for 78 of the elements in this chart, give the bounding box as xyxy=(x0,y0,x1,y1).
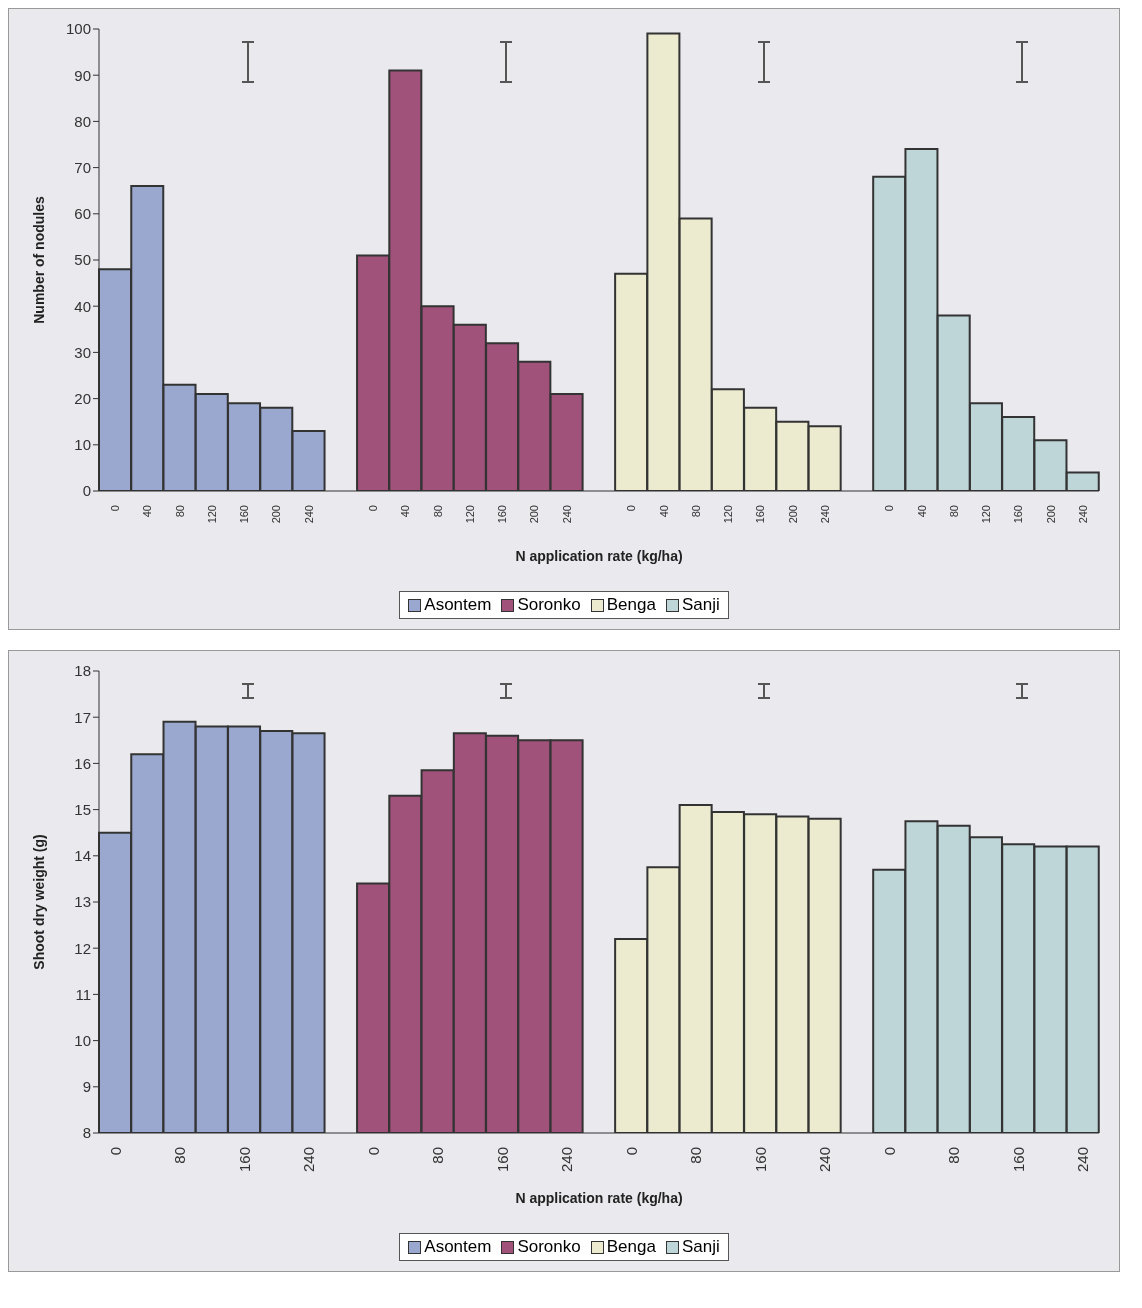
x-axis-title: N application rate (kg/ha) xyxy=(515,1190,683,1206)
y-tick-label: 11 xyxy=(75,985,91,1003)
x-tick-label: 80 xyxy=(689,505,702,518)
x-tick-label: 240 xyxy=(302,505,315,524)
x-tick-label: 40 xyxy=(657,505,670,518)
y-tick-label: 15 xyxy=(74,800,91,818)
legend-label: Asontem xyxy=(423,595,492,615)
x-tick-label: 240 xyxy=(816,1147,834,1173)
x-axis-title: N application rate (kg/ha) xyxy=(515,548,683,564)
y-tick-label: 17 xyxy=(74,708,91,726)
legend-label: Asontem xyxy=(423,1237,492,1257)
y-tick-label: 12 xyxy=(74,939,91,957)
x-tick-label: 240 xyxy=(1074,1147,1092,1173)
legend-label: Soronko xyxy=(516,595,581,615)
y-tick-label: 16 xyxy=(74,754,91,772)
x-tick-label: 240 xyxy=(1076,505,1089,524)
x-tick-label: 200 xyxy=(786,505,799,524)
x-tick-label: 0 xyxy=(880,1147,898,1156)
x-tick-label: 160 xyxy=(493,1147,511,1173)
x-tick-label: 120 xyxy=(205,505,218,524)
y-tick-label: 13 xyxy=(74,893,91,911)
x-tick-label: 200 xyxy=(270,505,283,524)
x-tick-label: 0 xyxy=(622,1147,640,1156)
y-axis-title: Shoot dry weight (g) xyxy=(30,834,47,970)
legend-label: Sanji xyxy=(680,595,720,615)
x-tick-label: 200 xyxy=(1044,505,1057,524)
x-tick-label: 40 xyxy=(399,505,412,518)
y-tick-label: 9 xyxy=(82,1078,91,1096)
x-tick-label: 120 xyxy=(980,505,993,524)
x-tick-label: 0 xyxy=(883,505,896,512)
x-tick-label: 160 xyxy=(238,505,251,524)
y-tick-label: 40 xyxy=(74,297,91,315)
y-tick-label: 10 xyxy=(74,436,91,454)
x-tick-label: 240 xyxy=(300,1147,318,1173)
x-tick-label: 40 xyxy=(915,505,928,518)
x-tick-label: 0 xyxy=(367,505,380,512)
x-tick-label: 80 xyxy=(947,505,960,518)
x-tick-label: 120 xyxy=(463,505,476,524)
y-tick-label: 50 xyxy=(74,251,91,269)
x-tick-label: 200 xyxy=(528,505,541,524)
y-tick-label: 18 xyxy=(74,662,91,680)
legend-label: Benga xyxy=(605,1237,656,1257)
x-tick-label: 160 xyxy=(1012,505,1025,524)
x-tick-label: 160 xyxy=(1009,1147,1027,1173)
y-tick-label: 30 xyxy=(74,343,91,361)
y-tick-label: 100 xyxy=(65,20,91,38)
x-tick-label: 240 xyxy=(818,505,831,524)
x-tick-label: 80 xyxy=(687,1147,705,1164)
legend-label: Sanji xyxy=(680,1237,720,1257)
x-tick-label: 240 xyxy=(560,505,573,524)
x-tick-label: 240 xyxy=(558,1147,576,1173)
x-tick-label: 80 xyxy=(431,505,444,518)
y-tick-label: 80 xyxy=(74,112,91,130)
x-tick-label: 160 xyxy=(754,505,767,524)
x-tick-label: 40 xyxy=(141,505,154,518)
y-axis-title: Number of nodules xyxy=(30,196,47,324)
y-tick-label: 10 xyxy=(74,1031,91,1049)
x-tick-label: 80 xyxy=(945,1147,963,1164)
x-tick-label: 0 xyxy=(625,505,638,512)
y-tick-label: 60 xyxy=(74,205,91,223)
y-tick-label: 14 xyxy=(74,847,91,865)
x-tick-label: 0 xyxy=(364,1147,382,1156)
legend-label: Soronko xyxy=(516,1237,581,1257)
x-tick-label: 0 xyxy=(109,505,122,512)
y-tick-label: 8 xyxy=(82,1124,91,1142)
x-tick-label: 0 xyxy=(106,1147,124,1156)
x-tick-label: 160 xyxy=(235,1147,253,1173)
y-tick-label: 20 xyxy=(74,389,91,407)
x-tick-label: 160 xyxy=(496,505,509,524)
y-tick-label: 90 xyxy=(74,66,91,84)
x-tick-label: 80 xyxy=(429,1147,447,1164)
y-tick-label: 0 xyxy=(82,482,91,500)
legend-label: Benga xyxy=(605,595,656,615)
x-tick-label: 120 xyxy=(722,505,735,524)
x-tick-label: 160 xyxy=(751,1147,769,1173)
y-tick-label: 70 xyxy=(74,158,91,176)
x-tick-label: 80 xyxy=(171,1147,189,1164)
x-tick-label: 80 xyxy=(173,505,186,518)
